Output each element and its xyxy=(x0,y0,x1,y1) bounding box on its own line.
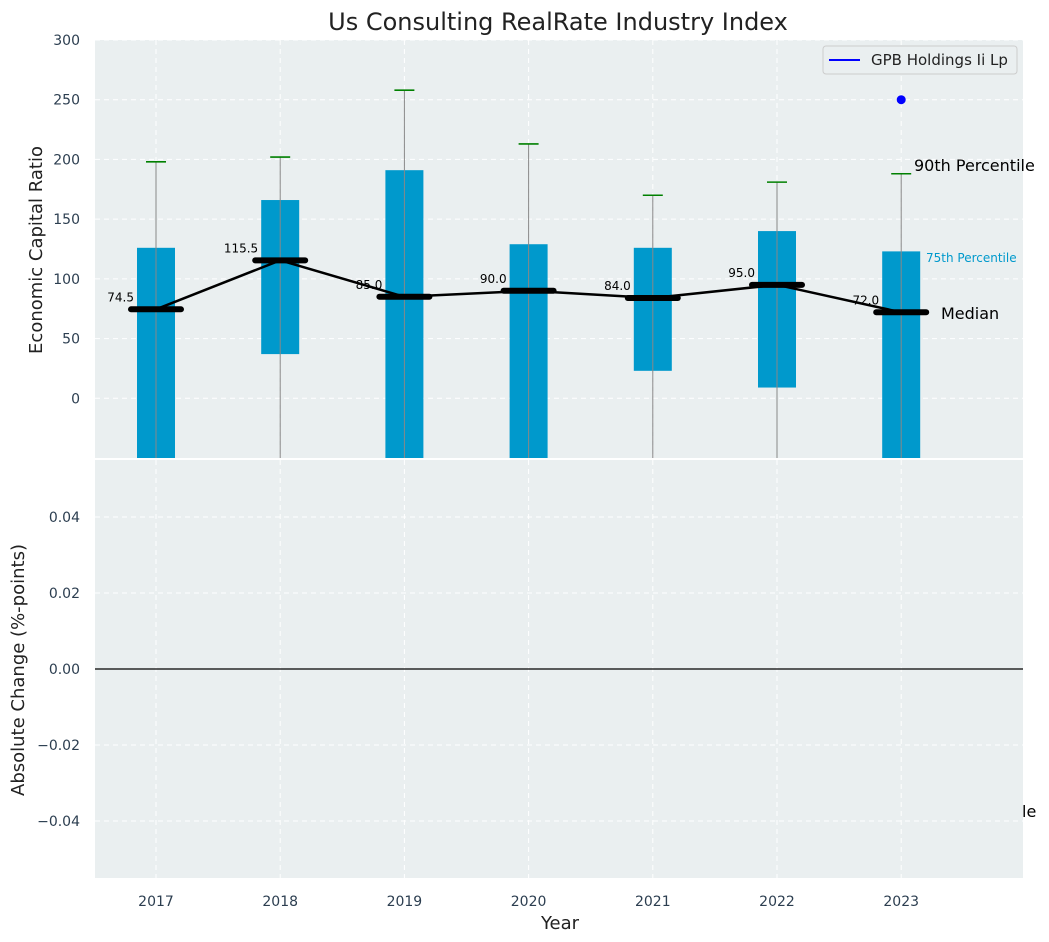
top-y-tick-label: 300 xyxy=(53,33,80,49)
bottom-y-tick-label: 0.04 xyxy=(49,510,80,526)
top-y-tick-label: 50 xyxy=(62,332,80,348)
stray-annotation-text: le xyxy=(1022,802,1036,821)
legend-box xyxy=(822,45,1018,75)
annotation-75th-percentile: 75th Percentile xyxy=(926,251,1017,265)
top-marks: 74.5 115.5 85.0 90.0 84.0 95.0 72.0 xyxy=(107,89,930,459)
top-y-axis-label: Economic Capital Ratio xyxy=(26,146,47,354)
x-tick-label: 2020 xyxy=(511,894,547,910)
top-plot-area xyxy=(95,40,1023,458)
median-value-label: 72.0 xyxy=(852,293,879,307)
x-tick-label: 2023 xyxy=(883,894,919,910)
x-axis-label: Year xyxy=(540,913,580,934)
x-tick-label: 2018 xyxy=(262,894,298,910)
bottom-y-tick-label: 0.00 xyxy=(49,662,80,678)
bottom-y-tick-label: 0.02 xyxy=(49,586,80,602)
legend-label: GPB Holdings Ii Lp xyxy=(871,51,1008,69)
top-y-tick-label: 150 xyxy=(53,212,80,228)
median-value-label: 74.5 xyxy=(107,290,134,304)
company-point xyxy=(896,95,906,105)
median-value-label: 84.0 xyxy=(604,279,631,293)
median-value-label: 95.0 xyxy=(728,266,755,280)
chart-title: Us Consulting RealRate Industry Index xyxy=(328,8,788,36)
x-tick-label: 2017 xyxy=(138,894,174,910)
bottom-y-tick-label: −0.04 xyxy=(37,814,80,830)
median-value-label: 90.0 xyxy=(480,272,507,286)
tick-labels: 0 50 100 150 200 250 300 −0.04 −0.02 0.00 0.02 0.04… xyxy=(37,33,919,910)
annotation-median: Median xyxy=(941,304,999,323)
top-y-tick-label: 200 xyxy=(53,152,80,168)
x-tick-label: 2022 xyxy=(759,894,795,910)
bottom-y-tick-label: −0.02 xyxy=(37,738,80,754)
annotation-90th-percentile: 90th Percentile xyxy=(914,156,1035,175)
legend: GPB Holdings Ii Lp xyxy=(822,45,1018,75)
top-y-tick-label: 0 xyxy=(71,391,80,407)
median-value-label: 115.5 xyxy=(224,241,258,255)
x-tick-label: 2019 xyxy=(387,894,423,910)
bottom-y-axis-label: Absolute Change (%-points) xyxy=(8,544,29,796)
x-tick-label: 2021 xyxy=(635,894,671,910)
top-y-tick-label: 100 xyxy=(53,272,80,288)
median-value-label: 85.0 xyxy=(356,278,383,292)
top-y-tick-label: 250 xyxy=(53,93,80,109)
